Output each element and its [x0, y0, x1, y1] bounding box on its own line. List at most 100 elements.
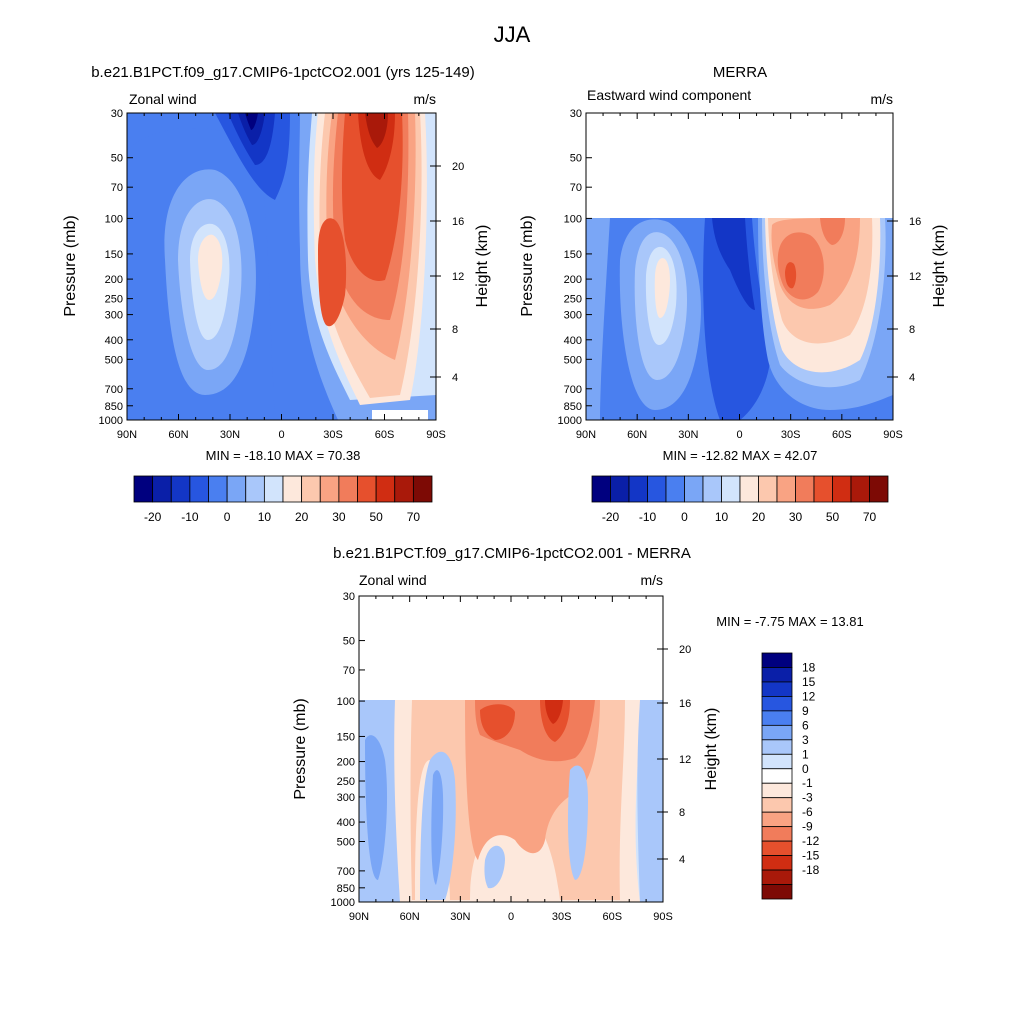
colorbar-swatch: [761, 840, 793, 856]
colorbar-swatch: [301, 475, 321, 503]
colorbar-swatch: [761, 826, 793, 842]
colorbar-swatch: [702, 475, 722, 503]
x-tick-label: 0: [278, 429, 284, 441]
y-right-tick-label: 8: [909, 324, 915, 336]
y-axis-label-right: Height (km): [474, 225, 491, 308]
y-tick-label: 850: [337, 883, 355, 895]
y-tick-label: 250: [337, 776, 355, 788]
contour-band: [484, 845, 505, 889]
y-axis-label: Pressure (mb): [62, 215, 79, 316]
colorbar-label: -15: [802, 849, 820, 863]
x-tick-label: 0: [736, 429, 742, 441]
colorbar-swatch: [795, 475, 815, 503]
panel-difference: b.e21.B1PCT.f09_g17.CMIP6-1pctCO2.001 - …: [292, 545, 864, 923]
colorbar-swatch: [263, 475, 284, 503]
colorbar-swatch: [761, 811, 793, 828]
colorbar-swatch: [761, 667, 793, 683]
y-tick-label: 50: [111, 153, 123, 165]
y-tick-label: 1000: [99, 415, 123, 427]
units-label: m/s: [870, 91, 893, 107]
colorbar-swatch: [761, 739, 793, 755]
colorbar-swatch: [739, 475, 759, 503]
colorbar-label: -10: [181, 510, 199, 524]
colorbar-label: -18: [802, 863, 820, 877]
colorbar-swatch: [761, 652, 793, 668]
x-tick-label: 60S: [603, 911, 623, 923]
colorbar-swatch: [647, 475, 667, 503]
contour-band: [365, 113, 388, 148]
colorbar-swatch: [832, 475, 852, 503]
contour-band: [785, 262, 797, 289]
contour-band: [365, 735, 388, 880]
colorbar-label: 0: [802, 762, 809, 776]
y-tick-label: 400: [564, 335, 582, 347]
colorbar-swatch: [758, 475, 778, 503]
colorbar-label: 50: [369, 510, 383, 524]
left-string: Zonal wind: [359, 572, 427, 588]
x-tick-label: 0: [508, 911, 514, 923]
colorbar-label: 30: [332, 510, 346, 524]
colorbar-swatch: [208, 475, 228, 503]
y-tick-label: 250: [564, 294, 582, 306]
contour-band: [654, 258, 670, 318]
y-tick-label: 250: [105, 294, 123, 306]
y-right-tick-label: 20: [679, 644, 691, 656]
y-tick-label: 500: [337, 837, 355, 849]
colorbar-label: 70: [863, 510, 877, 524]
y-axis-label-right: Height (km): [703, 708, 720, 791]
y-tick-label: 700: [337, 866, 355, 878]
x-tick-label: 90S: [426, 429, 446, 441]
y-tick-label: 50: [343, 636, 355, 648]
colorbar-label: 20: [752, 510, 766, 524]
colorbar-swatch: [684, 475, 704, 503]
y-right-tick-label: 12: [909, 271, 921, 283]
x-tick-label: 90N: [117, 429, 137, 441]
colorbar-label: -12: [802, 834, 820, 848]
colorbar-label: 0: [681, 510, 688, 524]
colorbar-label: 3: [802, 733, 809, 747]
colorbar-swatch: [282, 475, 303, 503]
colorbar-label: 50: [826, 510, 840, 524]
missing-data: [372, 410, 428, 420]
x-tick-label: 30N: [450, 911, 470, 923]
x-tick-label: 60N: [400, 911, 420, 923]
y-right-tick-label: 12: [679, 754, 691, 766]
y-axis-label: Pressure (mb): [519, 215, 536, 316]
y-right-tick-label: 8: [452, 324, 458, 336]
colorbar-label: 9: [802, 704, 809, 718]
y-tick-label: 200: [564, 274, 582, 286]
colorbar-label: -6: [802, 805, 813, 819]
colorbar-label: -20: [144, 510, 162, 524]
colorbar-swatch: [226, 475, 247, 503]
min-max-label: MIN = -12.82 MAX = 42.07: [663, 448, 818, 463]
y-right-tick-label: 16: [909, 216, 921, 228]
colorbar-swatch: [776, 475, 796, 503]
x-tick-label: 30S: [781, 429, 801, 441]
colorbar-label: 12: [802, 689, 816, 703]
y-tick-label: 500: [105, 354, 123, 366]
x-tick-label: 90N: [349, 911, 369, 923]
contour-band: [480, 704, 515, 740]
y-tick-label: 70: [111, 182, 123, 194]
y-tick-label: 50: [570, 153, 582, 165]
y-right-tick-label: 4: [909, 372, 915, 384]
y-tick-label: 100: [105, 213, 123, 225]
colorbar-swatch: [869, 475, 889, 503]
colorbar-swatch: [761, 768, 793, 784]
contour-band: [712, 218, 755, 310]
colorbar-swatch: [813, 475, 833, 503]
y-tick-label: 400: [105, 335, 123, 347]
y-axis-label: Pressure (mb): [292, 698, 309, 799]
min-max-label: MIN = -7.75 MAX = 13.81: [716, 614, 863, 629]
colorbar-swatch: [761, 696, 793, 712]
colorbar-label: 10: [715, 510, 729, 524]
x-tick-label: 30N: [220, 429, 240, 441]
y-right-tick-label: 16: [679, 698, 691, 710]
contour-band: [318, 218, 347, 327]
min-max-label: MIN = -18.10 MAX = 70.38: [206, 448, 361, 463]
x-tick-label: 30S: [323, 429, 343, 441]
x-tick-label: 60S: [832, 429, 852, 441]
y-tick-label: 100: [564, 213, 582, 225]
x-tick-label: 60N: [168, 429, 188, 441]
